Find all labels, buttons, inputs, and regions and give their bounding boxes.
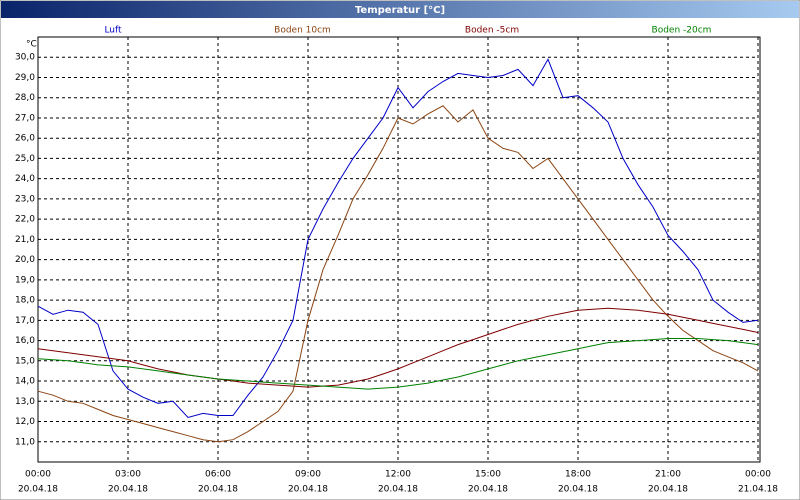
x-tick-date: 20.04.18 — [288, 485, 328, 495]
x-tick-label: 15:00 — [475, 470, 501, 480]
legend-label: Boden -5cm — [465, 26, 519, 36]
y-tick-label: 30,0 — [15, 53, 35, 63]
y-tick-label: 14,0 — [15, 377, 35, 387]
y-tick-label: 27,0 — [15, 113, 35, 123]
series-line — [37, 58, 759, 419]
y-tick-label: 26,0 — [15, 134, 35, 144]
y-tick-label: 23,0 — [15, 194, 35, 204]
legend-label: Boden 10cm — [274, 26, 331, 36]
y-tick-label: 16,0 — [15, 336, 35, 346]
legend-label: Luft — [104, 26, 122, 36]
x-tick-date: 20.04.18 — [378, 485, 418, 495]
y-tick-label: 28,0 — [15, 93, 35, 103]
legend-label: Boden -20cm — [652, 26, 712, 36]
series-line — [37, 307, 759, 388]
y-tick-label: 21,0 — [15, 235, 35, 245]
y-tick-label: 24,0 — [15, 174, 35, 184]
y-tick-label: 25,0 — [15, 154, 35, 164]
y-unit: °C — [26, 40, 37, 50]
x-tick-date: 20.04.18 — [558, 485, 598, 495]
x-tick-date: 20.04.18 — [198, 485, 238, 495]
y-tick-label: 12,0 — [15, 417, 35, 427]
plot-area — [37, 36, 761, 463]
y-tick-label: 29,0 — [15, 73, 35, 83]
x-tick-label: 03:00 — [115, 470, 141, 480]
y-tick-label: 19,0 — [15, 275, 35, 285]
y-tick-label: 22,0 — [15, 215, 35, 225]
x-tick-label: 06:00 — [205, 470, 231, 480]
x-tick-date: 20.04.18 — [108, 485, 148, 495]
y-tick-label: 18,0 — [15, 296, 35, 306]
x-tick-date: 20.04.18 — [468, 485, 508, 495]
title-bar — [1, 1, 799, 18]
x-tick-label: 00:00 — [745, 470, 771, 480]
x-tick-date: 20.04.18 — [18, 485, 58, 495]
series-line — [37, 105, 759, 443]
y-tick-label: 17,0 — [15, 316, 35, 326]
chart-title: Temperatur [°C] — [355, 5, 445, 16]
x-tick-date: 20.04.18 — [648, 485, 688, 495]
x-tick-label: 18:00 — [565, 470, 591, 480]
x-tick-date: 21.04.18 — [738, 485, 778, 495]
x-tick-label: 21:00 — [655, 470, 681, 480]
x-tick-label: 09:00 — [295, 470, 321, 480]
x-tick-label: 00:00 — [25, 470, 51, 480]
series-line — [37, 338, 759, 390]
y-tick-label: 15,0 — [15, 356, 35, 366]
y-tick-label: 20,0 — [15, 255, 35, 265]
x-tick-label: 12:00 — [385, 470, 411, 480]
y-tick-label: 13,0 — [15, 397, 35, 407]
y-tick-label: 11,0 — [15, 437, 35, 447]
